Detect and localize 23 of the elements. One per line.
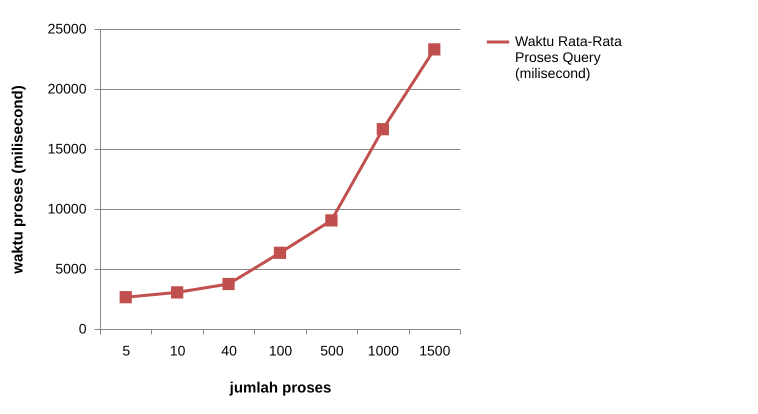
y-tick-label: 10000 (48, 200, 87, 216)
y-axis-title: waktu proses (milisecond) (10, 85, 27, 275)
x-axis-title: jumlah proses (228, 380, 332, 396)
x-tick-label: 5 (122, 342, 130, 358)
point (274, 246, 286, 259)
y-tick-label: 0 (78, 320, 87, 336)
x-tick-label: 1000 (368, 342, 400, 358)
y-tick-label: 5000 (55, 260, 87, 276)
x-tick-label: 1500 (419, 342, 451, 358)
point (222, 278, 235, 290)
y-tick-label: 15000 (48, 140, 87, 156)
point (171, 286, 184, 299)
point (428, 43, 440, 56)
y-tick-label: 25000 (48, 20, 87, 36)
point (120, 291, 132, 304)
legend-label: Waktu Rata-Rata Proses Query (milisecond) (515, 33, 622, 81)
x-tick-label: 100 (268, 342, 292, 358)
x-tick-label: 10 (170, 342, 186, 358)
x-tick-label: 500 (320, 342, 344, 358)
y-tick-label: 20000 (48, 80, 87, 96)
point (325, 214, 338, 227)
x-tick-label: 40 (221, 342, 238, 358)
point (376, 123, 389, 136)
